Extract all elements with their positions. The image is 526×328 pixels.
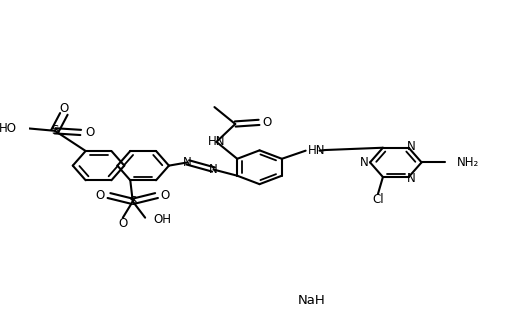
Text: Cl: Cl [372,193,384,206]
Text: NaH: NaH [298,294,326,307]
Text: N: N [360,156,369,169]
Text: HN: HN [308,144,325,157]
Text: O: O [59,102,68,114]
Text: O: O [85,126,94,139]
Text: O: O [161,189,170,202]
Text: N: N [184,155,192,169]
Text: N: N [209,163,218,176]
Text: HN: HN [208,135,225,148]
Text: O: O [118,217,127,230]
Text: NH₂: NH₂ [457,156,480,169]
Text: S: S [51,124,58,137]
Text: N: N [407,140,416,153]
Text: HO: HO [0,122,17,135]
Text: O: O [95,189,105,202]
Text: OH: OH [153,213,171,226]
Text: O: O [263,116,272,129]
Text: N: N [407,172,416,185]
Text: S: S [129,195,136,208]
